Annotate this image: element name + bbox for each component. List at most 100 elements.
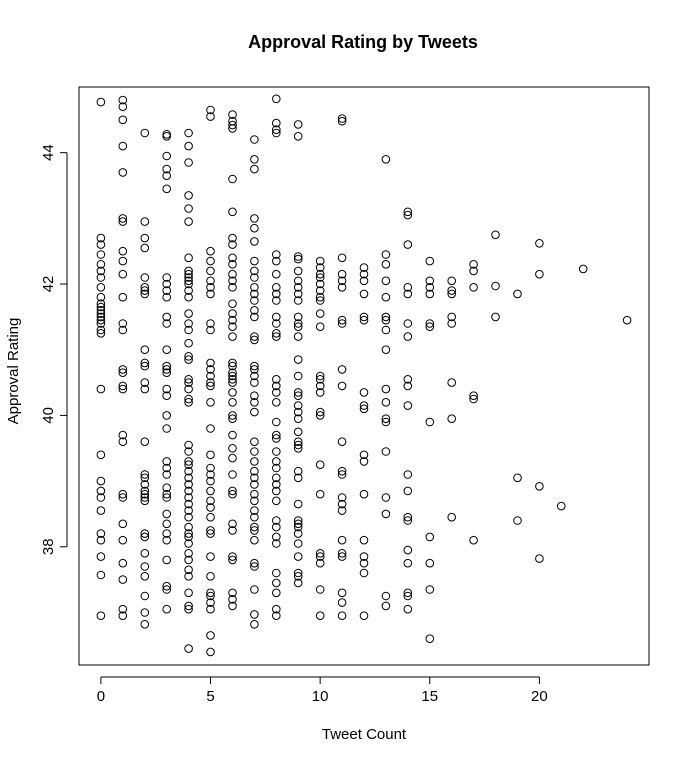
scatter-point [162,555,171,565]
scatter-point [337,114,347,123]
scatter-point [162,132,171,141]
scatter-point [293,388,303,397]
scatter-point [359,276,369,286]
scatter-point [272,375,281,384]
scatter-point [228,378,237,387]
scatter-point [140,608,150,617]
scatter-point [96,325,106,335]
scatter-point [162,171,171,180]
scatter-point [293,440,303,450]
scatter-point [118,217,128,226]
scatter-point [118,325,128,335]
scatter-point [140,437,150,447]
scatter-point [140,480,150,489]
scatter-point [293,427,303,437]
scatter-point [206,572,215,581]
scatter-point [337,437,347,447]
scatter-point [96,535,106,545]
scatter-point [272,516,281,525]
scatter-point [228,315,237,325]
scatter-point [184,276,193,286]
scatter-point [403,512,413,522]
scatter-point [184,319,193,328]
scatter-point [162,483,171,493]
scatter-point [250,447,259,456]
scatter-point [359,558,369,568]
scatter-point [315,322,325,332]
y-tick-label: 44 [40,144,57,161]
scatter-point [118,611,128,621]
scatter-point [250,522,259,532]
scatter-point [381,312,391,322]
scatter-point [206,512,215,522]
scatter-point [162,411,171,420]
scatter-point [272,473,281,483]
scatter-point [206,486,215,496]
scatter-point [425,558,435,568]
scatter-point [140,470,150,479]
scatter-point [140,384,150,394]
scatter-point [293,132,303,141]
scatter-point [162,361,171,371]
scatter-point [184,460,193,470]
scatter-point [250,585,259,594]
scatter-point [315,489,325,499]
scatter-point [184,378,193,387]
scatter-point [184,457,193,466]
scatter-point [381,260,391,269]
scatter-point [250,296,259,305]
scatter-point [491,312,500,322]
scatter-point [140,273,150,282]
scatter-point [337,598,347,607]
scatter-point [184,338,193,348]
scatter-point [206,256,215,266]
scatter-point [118,246,128,256]
scatter-point [162,184,171,194]
scatter-point [206,450,215,460]
scatter-point [535,269,544,279]
scatter-point [272,296,281,305]
scatter-point [403,332,413,341]
scatter-point [425,417,435,427]
scatter-point [162,470,171,479]
scatter-point [272,588,281,598]
scatter-point [162,585,171,594]
scatter-point [425,256,435,266]
scatter-point [337,549,347,558]
scatter-point [118,604,128,614]
scatter-point [447,286,457,295]
scatter-point [447,289,457,299]
scatter-point [228,174,237,184]
scatter-point [184,384,193,394]
scatter-point [315,375,325,384]
y-tick-label: 40 [40,407,57,424]
scatter-point [250,155,259,164]
scatter-point [250,437,259,447]
scatter-point [162,319,171,328]
scatter-point [140,286,150,295]
scatter-point [403,207,413,217]
scatter-point [162,292,171,302]
scatter-point [228,368,237,378]
scatter-point [250,473,259,483]
scatter-point [293,414,303,424]
scatter-point [250,620,259,629]
scatter-point [206,283,215,292]
scatter-point [250,526,259,535]
scatter-point [250,306,259,315]
scatter-point [118,381,128,391]
scatter-point [250,164,259,174]
scatter-point [315,256,325,266]
scatter-point [403,558,413,568]
scatter-point [337,588,347,598]
scatter-point [293,276,303,286]
scatter-point [228,526,237,535]
scatter-point [96,486,106,496]
scatter-point [184,588,193,598]
scatter-point [206,266,215,276]
scatter-point [206,105,215,115]
scatter-point [184,506,193,515]
scatter-point [337,116,347,126]
